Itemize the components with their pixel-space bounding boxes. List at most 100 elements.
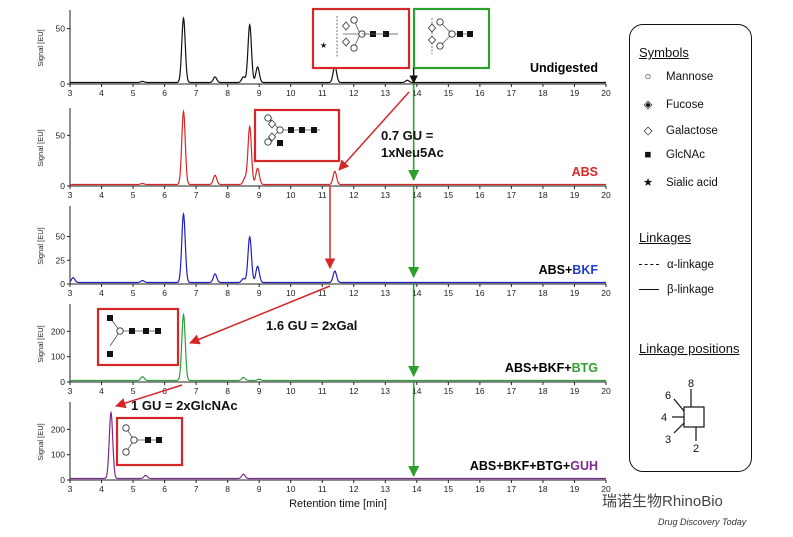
glcnac-icon (129, 328, 135, 334)
x-tick-label: 4 (99, 386, 104, 396)
x-tick-label: 18 (538, 88, 548, 98)
legend-item-beta-linkage: β-linkage (639, 284, 714, 296)
x-tick-label: 15 (444, 484, 454, 494)
x-tick-label: 13 (381, 88, 391, 98)
peak-point (334, 170, 336, 172)
y-tick-label: 50 (56, 232, 66, 242)
glcnac-icon (311, 127, 317, 133)
x-tick-label: 12 (349, 484, 359, 494)
glcnac-icon (107, 315, 113, 321)
x-tick-label: 6 (162, 88, 167, 98)
sialic-acid-icon: ★ (320, 41, 327, 50)
x-tick-label: 16 (475, 88, 485, 98)
trace-line (70, 16, 606, 84)
dashed-line-icon (639, 264, 659, 266)
peak-point (249, 126, 251, 128)
x-tick-label: 18 (538, 484, 548, 494)
x-tick-label: 17 (507, 288, 517, 298)
peak-point (182, 17, 185, 19)
credit-text: Drug Discovery Today (658, 517, 747, 527)
legend-item-fucose: ◈ Fucose (639, 97, 704, 111)
glcnac-icon (145, 437, 151, 443)
x-tick-label: 5 (131, 88, 136, 98)
x-tick-label: 4 (99, 288, 104, 298)
shift-gal-annotation: 1.6 GU = 2xGal (266, 318, 358, 333)
peak-point (334, 270, 336, 272)
x-tick-label: 6 (162, 190, 167, 200)
legend-label-beta: β-linkage (667, 284, 714, 296)
x-tick-label: 11 (318, 88, 327, 98)
linkage-square-icon (683, 406, 705, 428)
mannose-icon (122, 448, 130, 456)
y-tick-label: 200 (51, 424, 65, 434)
x-tick-label: 17 (507, 484, 517, 494)
legend-item-galactose: ◇ Galactose (639, 123, 718, 137)
x-tick-label: 6 (162, 288, 167, 298)
legend-label-alpha: α-linkage (667, 259, 714, 271)
x-tick-label: 8 (225, 190, 230, 200)
sialic-acid-icon: ★ (642, 177, 654, 189)
x-tick-label: 9 (257, 484, 262, 494)
galactose-icon (267, 132, 277, 142)
linkage-positions-heading: Linkage positions (639, 341, 740, 356)
x-tick-label: 14 (412, 190, 422, 200)
x-tick-label: 5 (131, 484, 136, 494)
x-tick-label: 7 (194, 288, 199, 298)
position-6-label: 6 (665, 390, 671, 402)
x-tick-label: 4 (99, 484, 104, 494)
shift-neu5ac-line1: 0.7 GU = (381, 128, 434, 143)
x-tick-label: 3 (68, 88, 73, 98)
position-8-label: 8 (688, 378, 694, 390)
legend-label-glcnac: GlcNAc (666, 149, 705, 161)
peak-point (258, 378, 260, 380)
peak-point (242, 376, 245, 379)
panel-label-part: ABS+BKF+BTG+ (470, 459, 570, 473)
x-tick-label: 8 (225, 288, 230, 298)
x-tick-label: 10 (286, 484, 296, 494)
peak-point (242, 473, 245, 475)
y-axis-label: Signal [EU] (36, 325, 45, 363)
mannose-icon (122, 424, 130, 432)
legend-label-galactose: Galactose (666, 125, 718, 137)
x-tick-label: 19 (570, 88, 580, 98)
glcnac-icon (107, 351, 113, 357)
x-tick-label: 18 (538, 190, 548, 200)
legend-item-sialic-acid: ★ Sialic acid (639, 175, 718, 189)
y-tick-label: 25 (56, 255, 66, 265)
x-tick-label: 15 (444, 190, 454, 200)
peak-point (182, 314, 185, 316)
x-tick-label: 15 (444, 386, 454, 396)
peak-point (214, 76, 216, 78)
red-arrow-gal (189, 285, 331, 345)
x-tick-label: 8 (225, 88, 230, 98)
panel-label: Undigested (530, 61, 598, 75)
x-tick-label: 4 (99, 190, 104, 200)
galactose-icon (341, 21, 351, 31)
legend-item-glcnac: ■ GlcNAc (639, 149, 705, 161)
mannose-icon (116, 327, 124, 335)
x-tick-label: 8 (225, 484, 230, 494)
peak-point (249, 236, 251, 238)
trace-line (70, 109, 606, 186)
peak-point (244, 177, 246, 180)
glcnac-icon: ■ (644, 149, 652, 161)
y-tick-label: 200 (51, 326, 65, 336)
y-tick-label: 0 (60, 475, 65, 485)
mannose-icon (264, 138, 272, 146)
x-tick-label: 3 (68, 484, 73, 494)
panel-label-part: ABS+BKF+ (505, 361, 572, 375)
x-tick-label: 16 (475, 386, 485, 396)
red-arrow-neu5ac (338, 91, 410, 171)
x-tick-label: 14 (412, 288, 422, 298)
x-tick-label: 14 (412, 484, 422, 494)
x-tick-label: 19 (570, 386, 580, 396)
y-axis-label: Signal [EU] (36, 129, 45, 167)
x-tick-label: 17 (507, 88, 517, 98)
x-tick-label: 6 (162, 484, 167, 494)
x-tick-label: 7 (194, 386, 199, 396)
peak-point (242, 76, 245, 78)
x-tick-label: 19 (570, 484, 580, 494)
x-tick-label: 10 (286, 288, 296, 298)
x-tick-label: 16 (475, 288, 485, 298)
